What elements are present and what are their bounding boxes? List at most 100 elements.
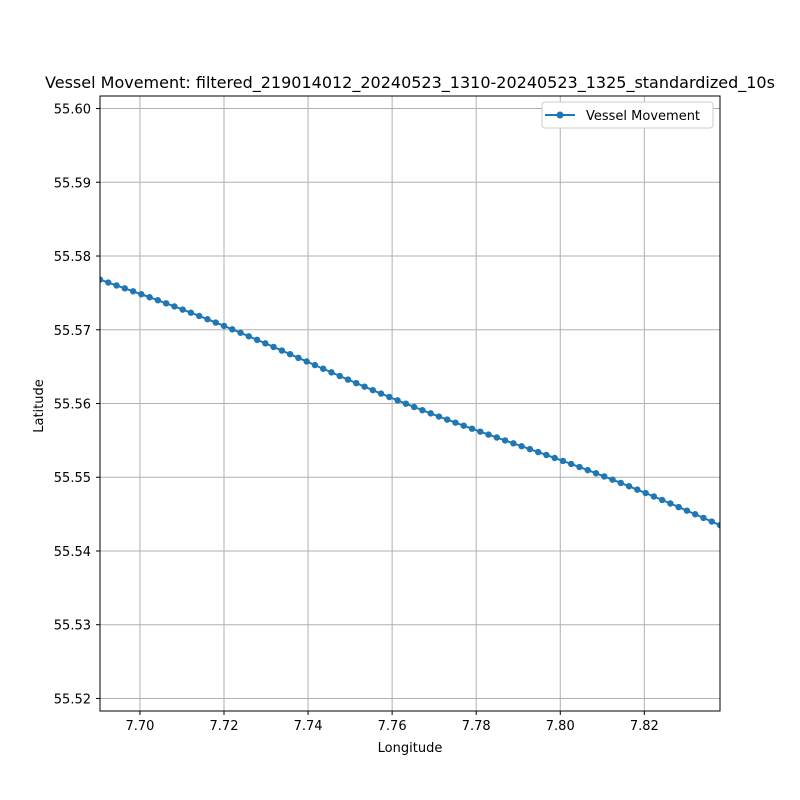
data-point (154, 297, 162, 304)
data-point (162, 300, 170, 307)
data-point (551, 454, 558, 462)
data-point (253, 336, 261, 343)
x-tick-label: 7.80 (546, 719, 575, 734)
data-point (708, 518, 715, 525)
legend-box (541, 101, 714, 129)
legend-label: Vessel Movement (586, 109, 700, 124)
y-tick-label: 55.57 (54, 324, 91, 339)
data-point (113, 282, 120, 289)
data-point (534, 448, 542, 456)
data-point (427, 410, 434, 417)
data-point (100, 276, 104, 283)
x-tick-label: 7.82 (630, 719, 659, 734)
data-point (410, 403, 418, 411)
data-point (477, 428, 484, 435)
data-point (220, 322, 228, 330)
data-point (353, 379, 360, 387)
y-tick-label: 55.60 (54, 103, 91, 118)
series-line-vessel-movement (100, 278, 720, 527)
data-point (229, 326, 236, 333)
ticks-group: 7.70 7.72 7.74 7.76 7.78 7.80 7.82 55.52 55.53 55… (54, 103, 659, 734)
data-point (658, 496, 666, 504)
data-point (179, 306, 186, 313)
data-point (435, 413, 443, 420)
x-tick-label: 7.78 (462, 719, 491, 734)
y-tick-label: 55.53 (54, 619, 91, 634)
y-tick-label: 55.55 (54, 471, 91, 486)
data-point (650, 493, 658, 500)
data-point (377, 390, 385, 397)
data-point (700, 514, 707, 522)
data-point (129, 288, 137, 295)
data-point (526, 445, 534, 453)
data-point (609, 476, 616, 483)
data-point (237, 329, 244, 336)
data-point (543, 451, 550, 459)
data-point (634, 486, 641, 493)
data-point (617, 479, 624, 487)
data-point (452, 419, 459, 426)
y-tick-label: 55.52 (54, 692, 91, 707)
data-point (204, 316, 211, 323)
data-point (295, 354, 302, 362)
data-point (501, 437, 509, 444)
data-point (485, 431, 492, 438)
x-tick-label: 7.70 (125, 719, 154, 734)
data-point (592, 470, 600, 477)
data-point (344, 376, 352, 383)
data-point (559, 457, 567, 465)
data-point (584, 466, 591, 474)
y-tick-label: 55.59 (54, 176, 91, 191)
data-point (394, 397, 401, 404)
data-point (278, 347, 286, 354)
data-point (601, 473, 608, 480)
data-point (683, 507, 691, 514)
data-point (675, 503, 682, 511)
data-point (419, 407, 426, 414)
data-point (311, 361, 319, 369)
data-point (468, 425, 476, 432)
data-point (286, 350, 294, 358)
data-point (270, 343, 277, 351)
data-point (369, 386, 376, 394)
y-axis-label: Latitude (32, 379, 47, 433)
data-point (245, 333, 252, 340)
data-point (336, 372, 343, 380)
data-point (510, 440, 517, 447)
y-tick-label: 55.54 (54, 545, 91, 560)
data-point (105, 279, 112, 286)
data-point (625, 483, 633, 490)
data-point (460, 422, 467, 429)
legend-marker-sample (556, 111, 564, 119)
data-point (568, 460, 575, 468)
data-point (320, 365, 327, 372)
data-point (716, 521, 720, 529)
data-point (518, 443, 525, 450)
x-tick-label: 7.76 (378, 719, 407, 734)
chart-title: Vessel Movement: filtered_219014012_2024… (45, 73, 775, 93)
data-point (303, 358, 310, 365)
y-tick-label: 55.56 (54, 398, 91, 413)
data-point (576, 463, 583, 471)
data-point (444, 416, 451, 423)
grid-lines (100, 96, 720, 711)
data-point (196, 312, 203, 320)
data-point (212, 319, 219, 326)
x-tick-label: 7.72 (210, 719, 239, 734)
data-point (262, 340, 269, 347)
data-point (361, 383, 368, 390)
data-point (138, 291, 145, 298)
data-point (328, 369, 335, 376)
data-point (146, 294, 153, 301)
data-point (493, 434, 500, 441)
data-point (121, 285, 128, 292)
x-tick-label: 7.74 (294, 719, 323, 734)
x-axis-label: Longitude (378, 741, 443, 756)
data-point (171, 303, 178, 310)
legend: Vessel Movement (541, 101, 714, 129)
data-point (386, 393, 393, 401)
data-point (187, 309, 195, 316)
y-tick-label: 55.58 (54, 250, 91, 265)
data-point (692, 511, 699, 518)
